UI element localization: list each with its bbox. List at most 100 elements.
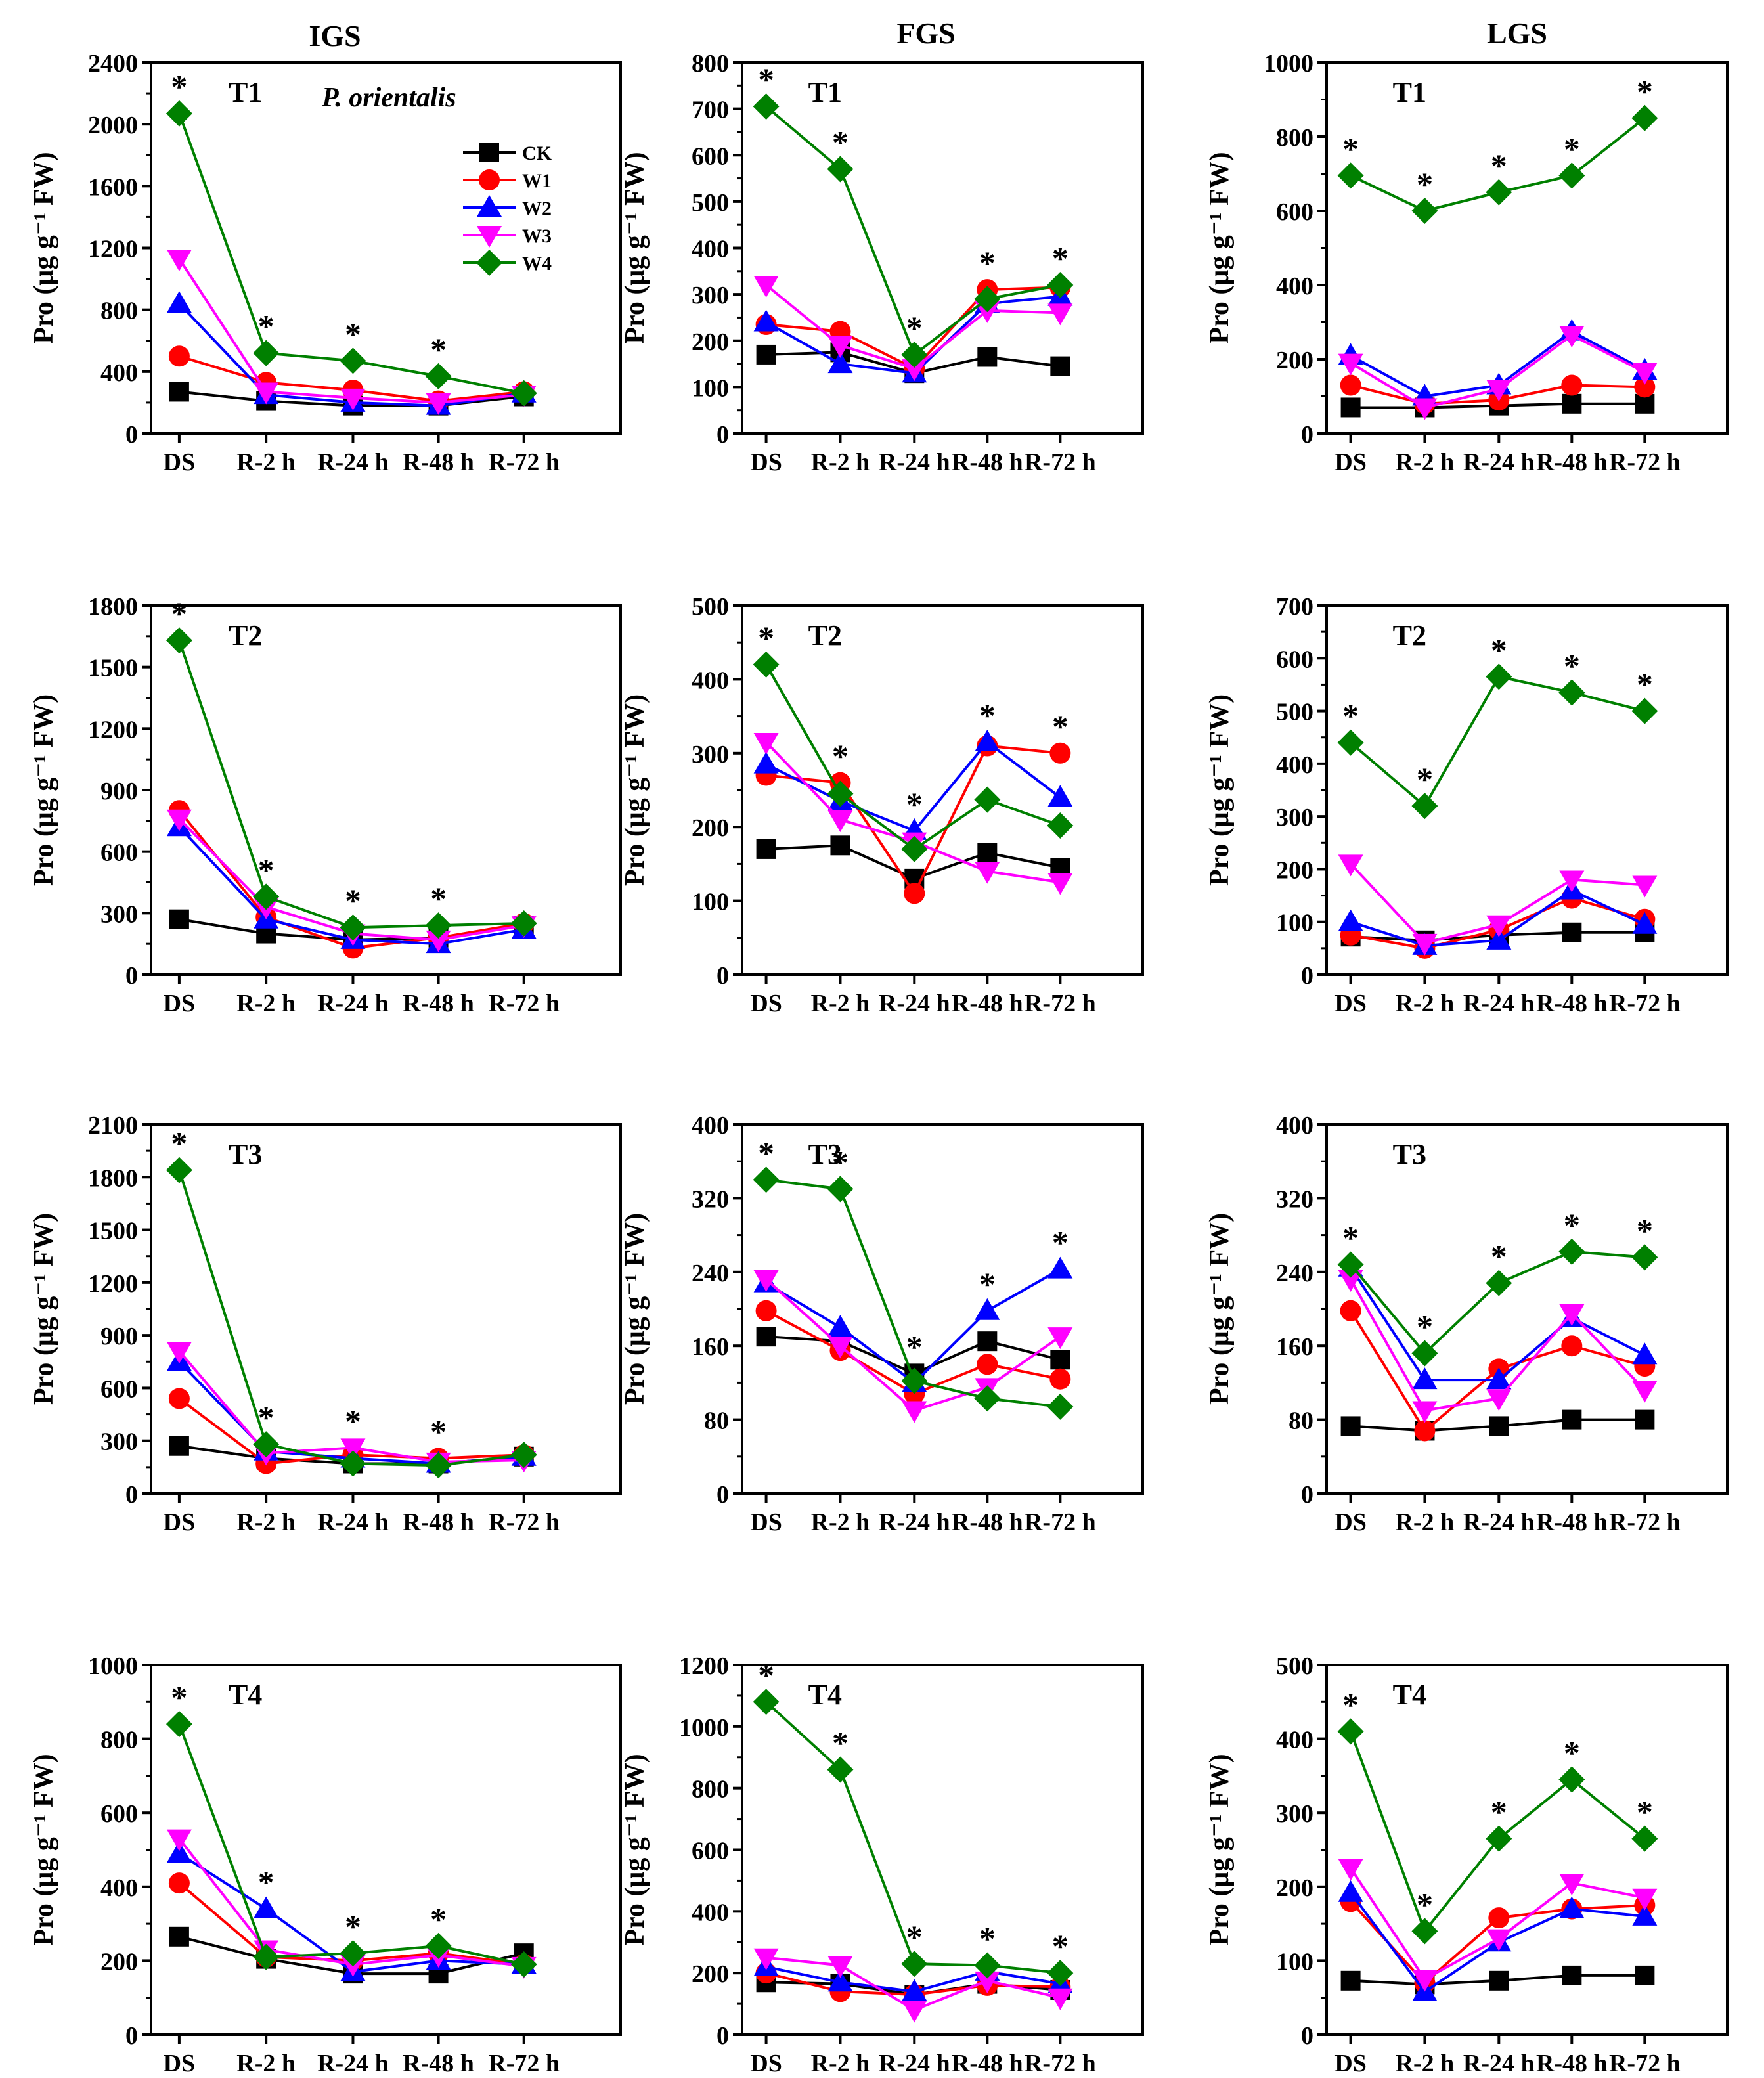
data-point	[1047, 272, 1074, 298]
panel-igs-t1: 0 400 800 1200 1600 2000 2400 DS R-2 h R-24 h R-48…	[29, 50, 622, 476]
significance-star: *	[430, 880, 447, 917]
data-point	[253, 340, 280, 366]
legend-marker	[479, 143, 499, 162]
data-point	[1631, 697, 1658, 724]
y-tick-label: 0	[125, 962, 138, 990]
x-tick-label: R-2 h	[811, 2050, 870, 2077]
data-point	[166, 1841, 192, 1863]
x-tick-label: R-24 h	[317, 1509, 389, 1536]
y-axis-label: Pro (μg g⁻¹ FW)	[620, 1213, 650, 1405]
x-tick-label: DS	[1334, 2050, 1367, 2077]
data-point	[340, 1438, 366, 1461]
y-tick-label: 100	[1276, 910, 1313, 937]
panel-lgs-t2: 0 100 200 300 400 500 600 700 DS R-2 h R-24 h R-48 …	[1204, 593, 1729, 1017]
y-tick-label: 100	[1276, 1948, 1313, 1976]
y-tick-label: 500	[692, 189, 729, 217]
significance-star: *	[345, 882, 361, 919]
x-tick-label: R-72 h	[1025, 2050, 1096, 2077]
data-point	[340, 1940, 366, 1967]
x-tick-label: R-2 h	[236, 449, 296, 476]
significance-star: *	[1491, 631, 1507, 668]
y-tick-label: 240	[692, 1260, 729, 1287]
x-tick-label: R-48 h	[403, 990, 474, 1017]
data-point	[1340, 1970, 1361, 1991]
x-tick-label: R-72 h	[488, 990, 560, 1017]
x-tick-label: DS	[1334, 990, 1367, 1017]
y-tick-label: 1200	[679, 1652, 729, 1680]
series-w3	[753, 1270, 1073, 1423]
data-point	[166, 1829, 192, 1851]
plot-frame	[741, 1664, 1144, 2036]
panel-title: T2	[1393, 619, 1426, 652]
data-point	[1337, 1718, 1364, 1745]
significance-star: *	[979, 1266, 996, 1302]
data-point	[425, 1452, 452, 1479]
y-tick-label: 160	[692, 1333, 729, 1361]
column-titles: IGS FGS LGS	[309, 16, 1547, 53]
data-point	[901, 341, 928, 368]
data-point	[756, 839, 776, 859]
data-point	[1488, 1907, 1510, 1929]
data-point	[1411, 1340, 1438, 1367]
data-point	[510, 1442, 537, 1469]
y-tick-label: 0	[717, 2022, 729, 2050]
legend-label: CK	[522, 143, 552, 164]
series-ck	[1340, 1409, 1655, 1441]
legend-label: W1	[522, 170, 552, 192]
y-tick-label: 1800	[88, 593, 138, 621]
x-tick-label: R-48 h	[952, 990, 1023, 1017]
x-tick-label: R-72 h	[488, 449, 560, 476]
data-point	[1632, 1888, 1658, 1911]
series-w3	[166, 249, 537, 415]
data-point	[753, 651, 780, 678]
series-w3	[1338, 1270, 1658, 1423]
data-point	[168, 1872, 190, 1894]
data-point	[510, 380, 537, 407]
y-tick-label: 900	[100, 1323, 138, 1350]
data-point	[1047, 785, 1073, 807]
data-point	[168, 345, 190, 367]
data-point	[974, 786, 1001, 813]
data-point	[253, 1943, 280, 1970]
y-tick-label: 400	[1276, 273, 1313, 300]
data-point	[974, 286, 1001, 313]
x-tick-label: R-48 h	[1536, 449, 1608, 476]
y-tick-label: 400	[692, 667, 729, 694]
y-axis-label: Pro (μg g⁻¹ FW)	[1204, 694, 1235, 886]
data-point	[168, 1388, 190, 1409]
series-w4	[1337, 1238, 1658, 1367]
data-point	[753, 1270, 779, 1293]
y-tick-label: 200	[1276, 1874, 1313, 1902]
data-point	[1486, 663, 1512, 690]
significance-star: *	[1491, 147, 1507, 184]
data-point	[510, 910, 537, 937]
x-tick-label: DS	[750, 1509, 782, 1536]
panel-lgs-t4: 0 100 200 300 400 500 DS R-2 h R-24 h R-48 h R-72 …	[1204, 1652, 1729, 2077]
data-point	[1632, 875, 1658, 898]
plot-frame	[1325, 604, 1729, 976]
significance-star: *	[171, 595, 187, 632]
y-tick-label: 600	[692, 1838, 729, 1865]
y-tick-label: 1200	[88, 716, 138, 743]
x-tick-label: R-48 h	[403, 1509, 474, 1536]
data-point	[827, 1337, 853, 1359]
data-point	[254, 382, 279, 405]
x-tick-label: R-72 h	[488, 2050, 560, 2077]
panel-fgs-t4: 0 200 400 600 800 1000 1200 DS R-2 h R-24 h R-48 h…	[620, 1652, 1144, 2077]
significance-star: *	[1417, 166, 1433, 202]
data-point	[977, 347, 998, 367]
y-tick-label: 2100	[88, 1112, 138, 1139]
data-point	[1047, 1988, 1073, 2010]
data-point	[165, 100, 192, 127]
column-title-igs: IGS	[309, 19, 361, 53]
data-point	[901, 835, 928, 862]
data-point	[827, 1756, 854, 1783]
significance-star: *	[345, 1402, 361, 1439]
data-point	[425, 1932, 452, 1959]
series-w3	[1338, 854, 1658, 956]
data-point	[166, 249, 192, 271]
significance-star: *	[832, 123, 849, 160]
y-tick-label: 0	[1301, 962, 1313, 990]
data-point	[1562, 1409, 1582, 1430]
